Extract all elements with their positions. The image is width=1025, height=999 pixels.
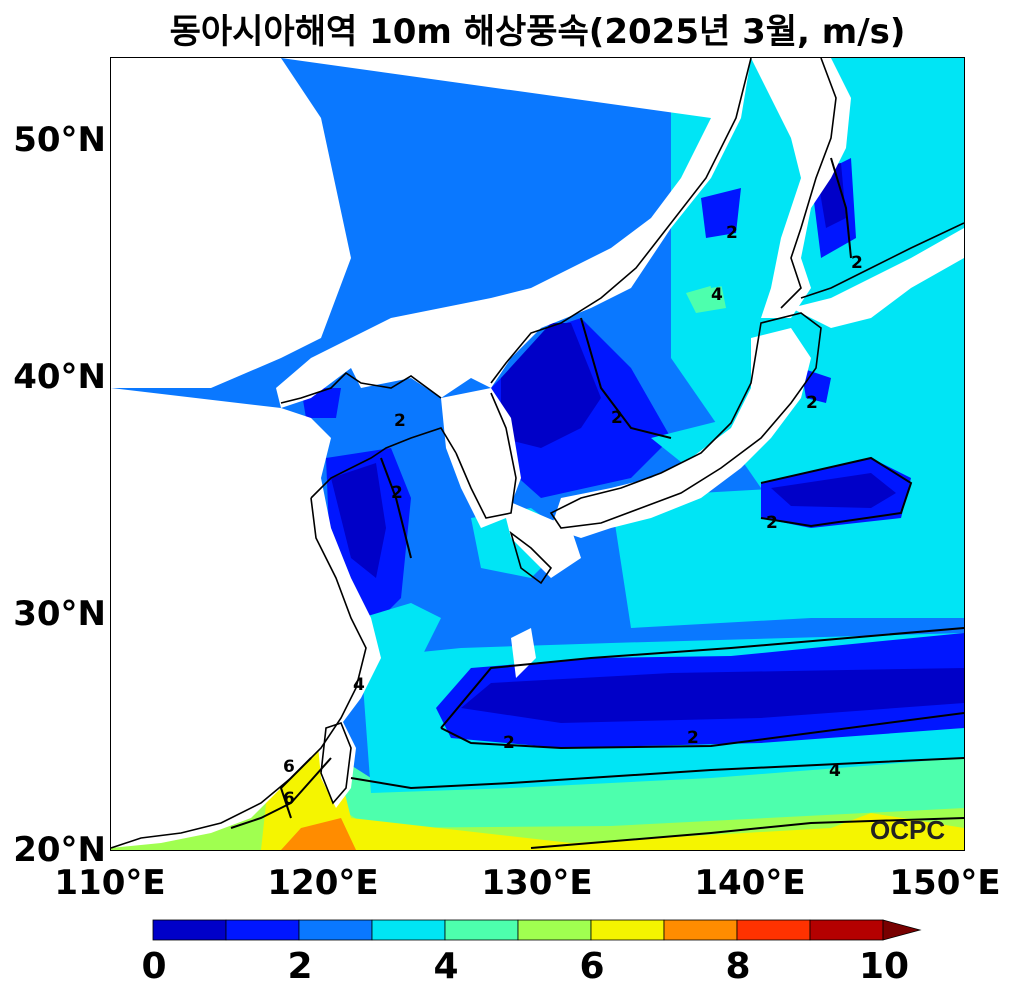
colorbar-label-6: 6 <box>579 946 605 987</box>
colorbar-cell <box>444 919 519 941</box>
contour-label: 2 <box>851 253 863 273</box>
colorbar-cell <box>590 919 665 941</box>
colorbar-cell <box>517 919 592 941</box>
colorbar-cell <box>225 919 300 941</box>
colorbar-cell <box>298 919 373 941</box>
colorbar-label-4: 4 <box>433 946 459 987</box>
lat-label-50n: 50°N <box>13 120 106 160</box>
ocpc-credit: OCPC <box>870 815 946 845</box>
lat-label-40n: 40°N <box>13 357 106 397</box>
colorbar-cell <box>152 919 227 941</box>
contour-label: 2 <box>687 728 699 748</box>
colorbar-cell <box>663 919 738 941</box>
contour-label: 4 <box>829 761 841 781</box>
lon-label-120e: 120°E <box>267 863 379 903</box>
contour-label: 2 <box>391 483 403 503</box>
lat-label-30n: 30°N <box>13 594 106 634</box>
wind-speed-map: 2 2 2 2 2 2 2 2 2 4 4 4 6 6 <box>110 57 965 851</box>
contour-label: 4 <box>711 285 723 305</box>
contour-label: 2 <box>611 408 623 428</box>
contour-label: 2 <box>503 733 515 753</box>
colorbar-cell <box>809 919 884 941</box>
lon-label-150e: 150°E <box>889 863 1001 903</box>
colorbar <box>152 919 922 941</box>
colorbar-cell <box>371 919 446 941</box>
lat-label-20n: 20°N <box>13 830 106 870</box>
colorbar-label-8: 8 <box>725 946 751 987</box>
contour-label: 4 <box>353 675 365 695</box>
colorbar-cell <box>736 919 811 941</box>
colorbar-extend-arrow <box>882 919 922 941</box>
contour-label: 2 <box>806 393 818 413</box>
colorbar-label-10: 10 <box>858 946 910 987</box>
colorbar-label-0: 0 <box>141 946 167 987</box>
lon-label-110e: 110°E <box>54 863 166 903</box>
contour-label: 6 <box>283 789 295 809</box>
map-title: 동아시아해역 10m 해상풍속(2025년 3월, m/s) <box>169 12 906 52</box>
contour-label: 2 <box>766 513 778 533</box>
contour-label: 2 <box>726 223 738 243</box>
lon-label-140e: 140°E <box>694 863 806 903</box>
contour-label: 6 <box>283 757 295 777</box>
contour-label: 2 <box>394 411 406 431</box>
lon-label-130e: 130°E <box>481 863 593 903</box>
colorbar-label-2: 2 <box>287 946 313 987</box>
